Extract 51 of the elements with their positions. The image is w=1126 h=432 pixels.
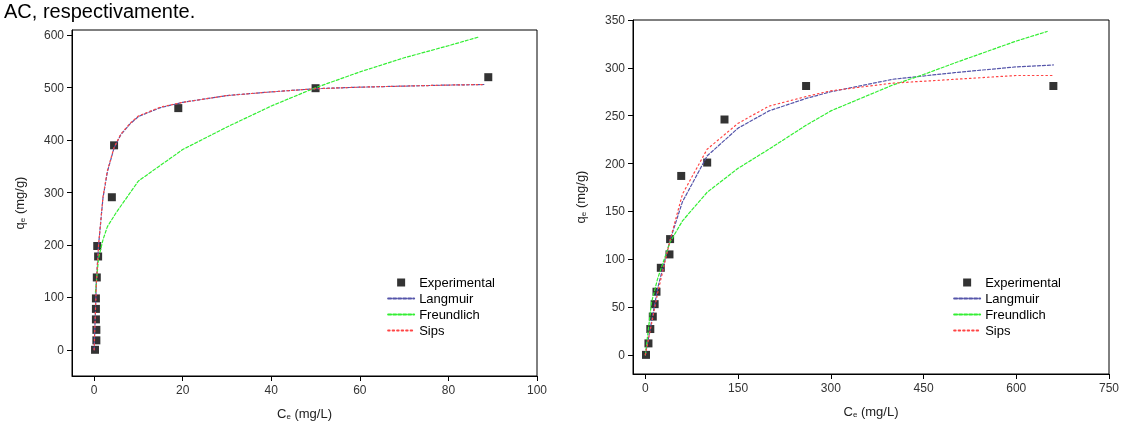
y-tick-label: 600 [43, 28, 65, 43]
y-axis-title: qe (mg/g) [11, 176, 27, 230]
x-tick-label: 750 [1098, 381, 1120, 395]
x-tick-label: 20 [176, 383, 190, 397]
y-tick-label: 250 [604, 108, 626, 123]
y-tick-label: 200 [604, 156, 626, 171]
y-tick-label: 350 [604, 13, 626, 27]
legend-label: Freundlich [419, 307, 480, 322]
x-tick-label: 0 [642, 381, 650, 395]
x-axis-title: Ce (mg/L) [276, 405, 332, 421]
x-tick-label: 600 [1006, 381, 1027, 395]
legend-label: Sips [419, 323, 445, 338]
point [107, 193, 116, 202]
x-tick-label: 40 [264, 383, 279, 397]
y-tick-label: 300 [43, 185, 65, 200]
legend-label: Langmuir [985, 291, 1040, 306]
y-tick-label: 50 [611, 300, 626, 315]
point [641, 350, 650, 359]
y-tick-label: 400 [43, 133, 65, 148]
legend-label: Sips [985, 323, 1011, 338]
x-axis-title: Ce (mg/L) [843, 403, 899, 419]
x-tick-label: 150 [728, 381, 749, 395]
y-tick-label: 500 [43, 80, 65, 95]
legend-label: Langmuir [419, 291, 474, 306]
y-tick-label: 300 [604, 60, 626, 75]
x-tick-label: 0 [90, 383, 98, 397]
y-tick-label: 200 [43, 237, 65, 252]
y-tick-label: 150 [604, 204, 626, 219]
point [484, 73, 493, 82]
point [703, 158, 712, 167]
point [677, 171, 686, 180]
y-tick-label: 0 [57, 342, 65, 357]
x-tick-label: 450 [913, 381, 934, 395]
legend-label: Freundlich [985, 307, 1046, 322]
point [174, 104, 183, 113]
x-tick-label: 300 [820, 381, 842, 395]
point [91, 345, 100, 354]
y-tick-label: 0 [618, 347, 626, 362]
text: AC, respectivamente. [4, 0, 196, 22]
x-tick-label: 80 [441, 383, 456, 397]
y-axis-title: qe (mg/g) [572, 170, 588, 224]
y-tick-label: 100 [43, 290, 65, 305]
legend-label: Experimental [985, 275, 1062, 290]
y-tick-label: 100 [604, 252, 626, 267]
point [720, 115, 729, 124]
point [91, 304, 100, 313]
point [802, 82, 811, 91]
x-tick-label: 60 [353, 383, 367, 397]
x-tick-label: 100 [526, 383, 548, 397]
legend-label: Experimental [419, 275, 496, 290]
point [1049, 82, 1058, 91]
